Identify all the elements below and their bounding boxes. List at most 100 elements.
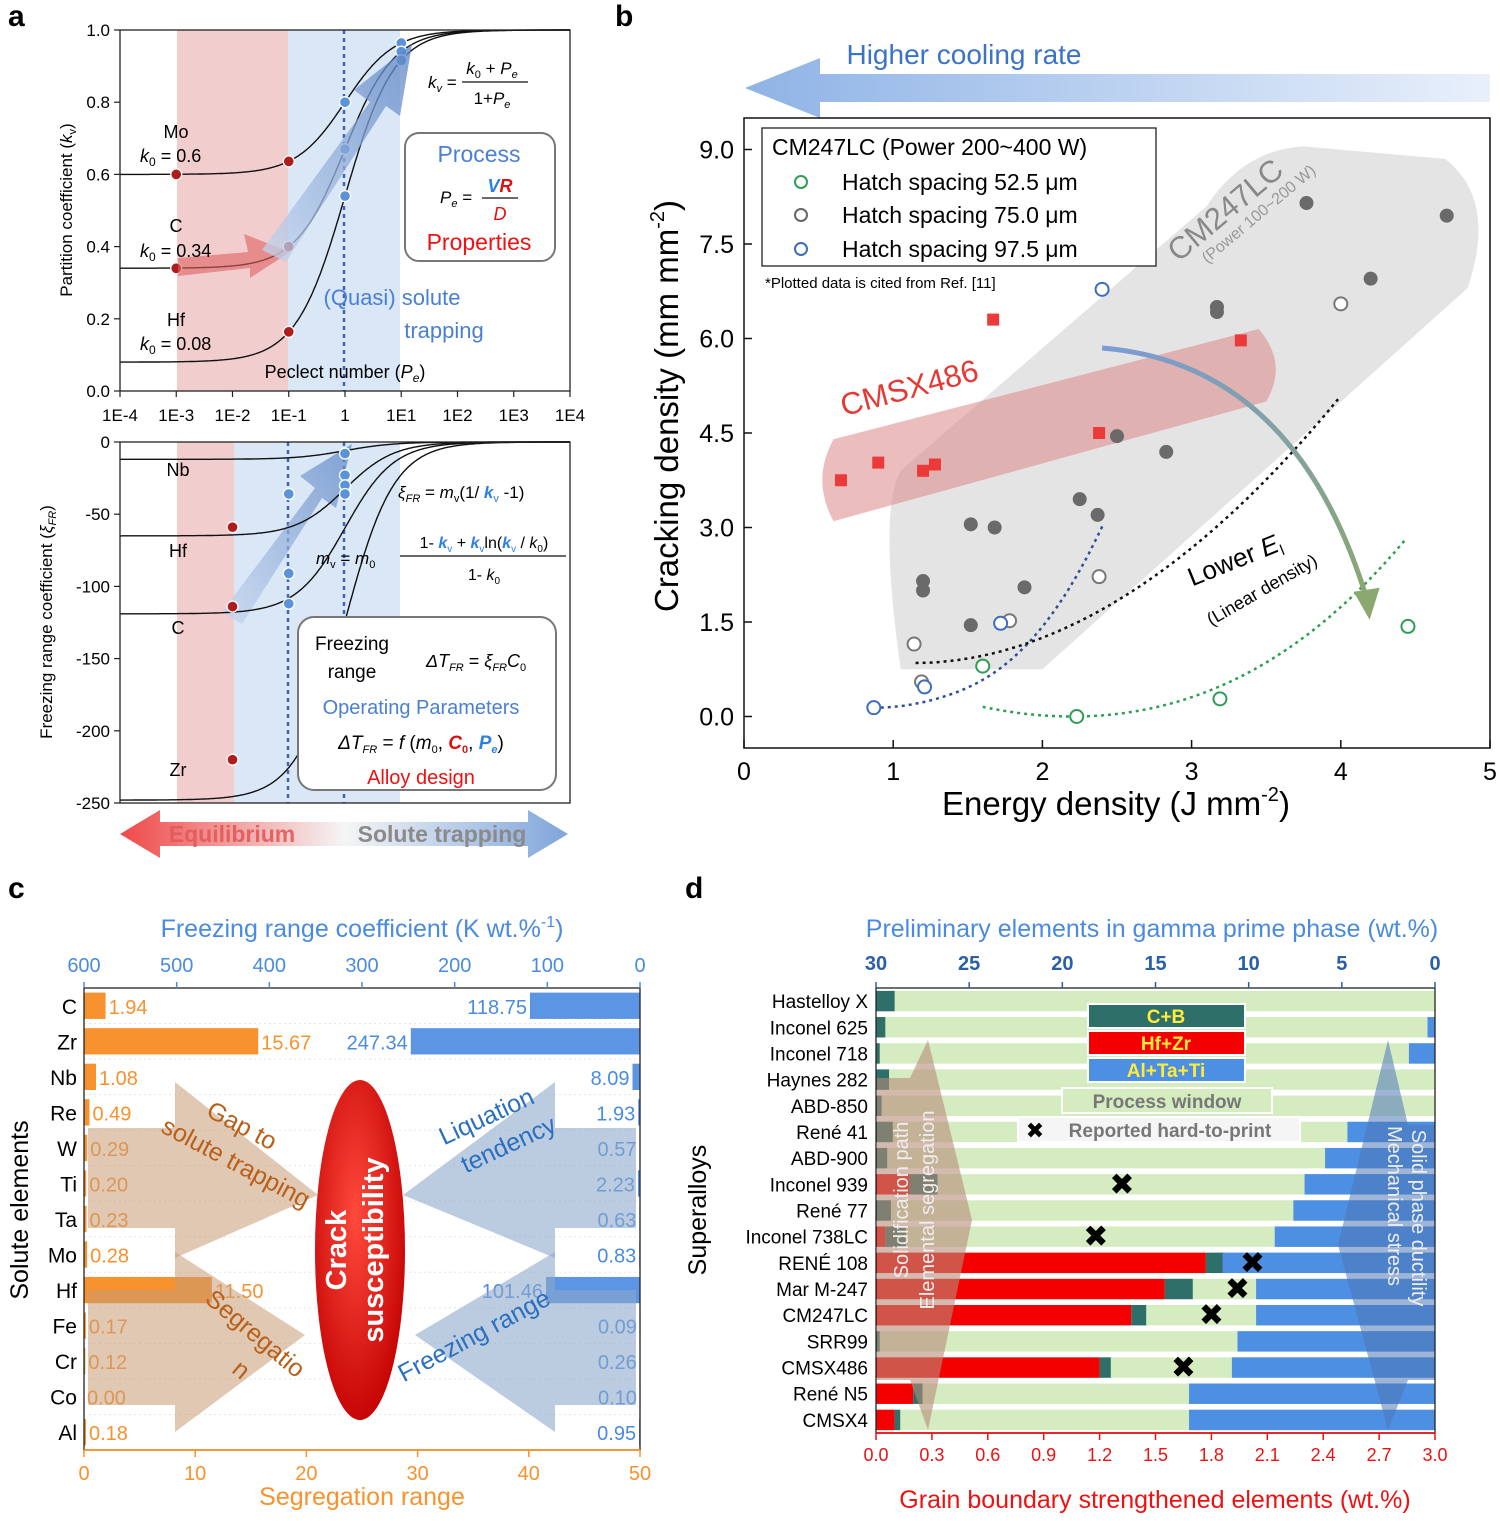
legend-process-window-label: Process window [1093,1092,1242,1113]
legend-label-52: Hatch spacing 52.5 μm [842,169,1078,195]
solidification-label-2: Elemental segregation [917,1110,939,1309]
cooling-rate-arrow [745,58,1490,118]
panel-letter-a: a [8,0,25,33]
svg-text:VR: VR [487,176,512,196]
hatch-point [1400,618,1416,634]
svg-text:D: D [494,204,507,224]
crack-susceptibility-ellipse [315,1080,405,1420]
freezing-value: 0.83 [597,1246,636,1268]
liquation-arrow [403,1082,636,1258]
y-tick-label: -250 [76,794,110,813]
svg-text:kv =: kv = [428,73,457,95]
hard-to-print-marker: ✖ [1171,1352,1196,1385]
process-window-bar [876,1174,1435,1195]
legend-hfzr [1087,1030,1246,1056]
equilibrium-trapping-arrow [120,810,568,858]
top-tick-label: 600 [67,955,100,977]
x-axis-label: Segregation range [259,1483,465,1511]
legend-cb-label: C+B [1147,1007,1186,1028]
segregation-bar-al [84,1419,87,1446]
cb-bar [1205,1252,1225,1274]
svg-text:k0 + Pe: k0 + Pe [466,59,517,81]
hatch-point [1069,709,1085,724]
element-label: Mo [48,1245,77,1268]
svg-text:mv = m0: mv = m0 [316,549,375,571]
segregation-value: 1.94 [109,997,148,1019]
x-tick-label: 0 [737,758,751,786]
y-tick-label: 0.0 [699,704,734,732]
legend-marker-75 [794,208,808,222]
gamma-prime-bar [1189,1409,1435,1431]
x-tick-label: 1E-4 [102,406,138,425]
top-x-axis-label: Preliminary elements in gamma prime phas… [866,915,1438,943]
hatch-point [1333,296,1349,312]
alloy-label: Inconel 738LC [745,1228,868,1249]
legend-hard-to-print-label: Reported hard-to-print [1069,1121,1272,1142]
cb-bar [876,1017,886,1038]
element-label: Hf [56,1280,77,1303]
freezing-bar-re [638,1099,640,1126]
cm247lc-point [1299,196,1314,211]
segregation-bar-ti [84,1170,87,1197]
y-tick-label: 6.0 [699,326,734,354]
freezing-bar-c [529,992,640,1019]
x-tick-label: 2.4 [1311,1445,1336,1465]
x-tick-label: 1E3 [499,406,529,425]
alloy-label: Hastelloy X [772,992,868,1013]
alloy-label: René 77 [796,1202,868,1223]
segregation-bar-fe [84,1312,86,1339]
segregation-value: 1.08 [99,1068,138,1090]
segregation-bar-w [84,1134,88,1162]
solidification-arrow [877,1040,972,1430]
x-tick-label: 1E1 [386,406,416,425]
xi-point-zr [226,753,239,766]
top-tick-label: 15 [1144,953,1166,975]
gap-arrow [88,1082,318,1258]
alloy-design: Alloy design [367,767,475,789]
kv-point-mo [282,155,295,168]
y-axis-label: Solute elements [6,1120,34,1299]
label-mo: Mo [163,122,188,142]
x-axis-label: Energy density (J mm-2) [942,784,1290,822]
x-tick-label: 3 [1185,758,1199,786]
panel-d-plot: Preliminary elements in gamma prime phas… [684,915,1448,1514]
hatch-point [866,700,882,716]
segregation-value: 15.67 [261,1032,311,1054]
segregation-bar-cr [84,1348,86,1375]
element-label: Cr [55,1351,77,1374]
xi-point-zr [282,597,295,610]
freezing-bar-nb [632,1063,640,1090]
process-box [404,132,556,262]
x-tick-label: 5 [1483,758,1497,786]
cb-bar [1164,1278,1193,1300]
gamma-prime-bar [1408,1043,1435,1064]
label-hf: Hf [169,541,188,561]
x-tick-label: 0.9 [1031,1445,1056,1465]
process-title: Process [437,141,520,167]
alloy-label: ABD-900 [791,1149,868,1170]
freezing-value: 118.75 [467,997,527,1019]
hard-to-print-marker: ✖ [1240,1247,1265,1280]
top-x-axis-label: Freezing range coefficient (K wt.%-1) [161,914,564,943]
equilibrium-label: Equilibrium [169,821,296,847]
top-tick-label: 30 [865,953,887,975]
x-tick-label: 0.3 [919,1445,944,1465]
alloy-label: ABD-850 [791,1097,868,1118]
panel-c-plot: Freezing range coefficient (K wt.%-1) 1.… [6,914,651,1511]
element-label: Re [50,1102,77,1125]
alloy-label: René N5 [793,1385,868,1406]
y-tick-label: 7.5 [699,231,734,259]
dt-equation: ΔTFR = ξFRC0 [425,651,526,674]
legend-hfzr-label: Hf+Zr [1141,1034,1192,1055]
cmsx486-point [928,458,941,471]
xi-point-hf [226,521,239,534]
y-tick-label: 0.0 [86,382,110,401]
x-tick-label: 0 [78,1463,89,1485]
kv-point [338,96,352,109]
freezing-bar-ti [637,1170,640,1197]
cmsx486-point [834,474,847,487]
crack-label: Crack [321,1209,353,1290]
y-tick-label: 1.0 [86,21,110,40]
cm247lc-point [916,583,931,598]
